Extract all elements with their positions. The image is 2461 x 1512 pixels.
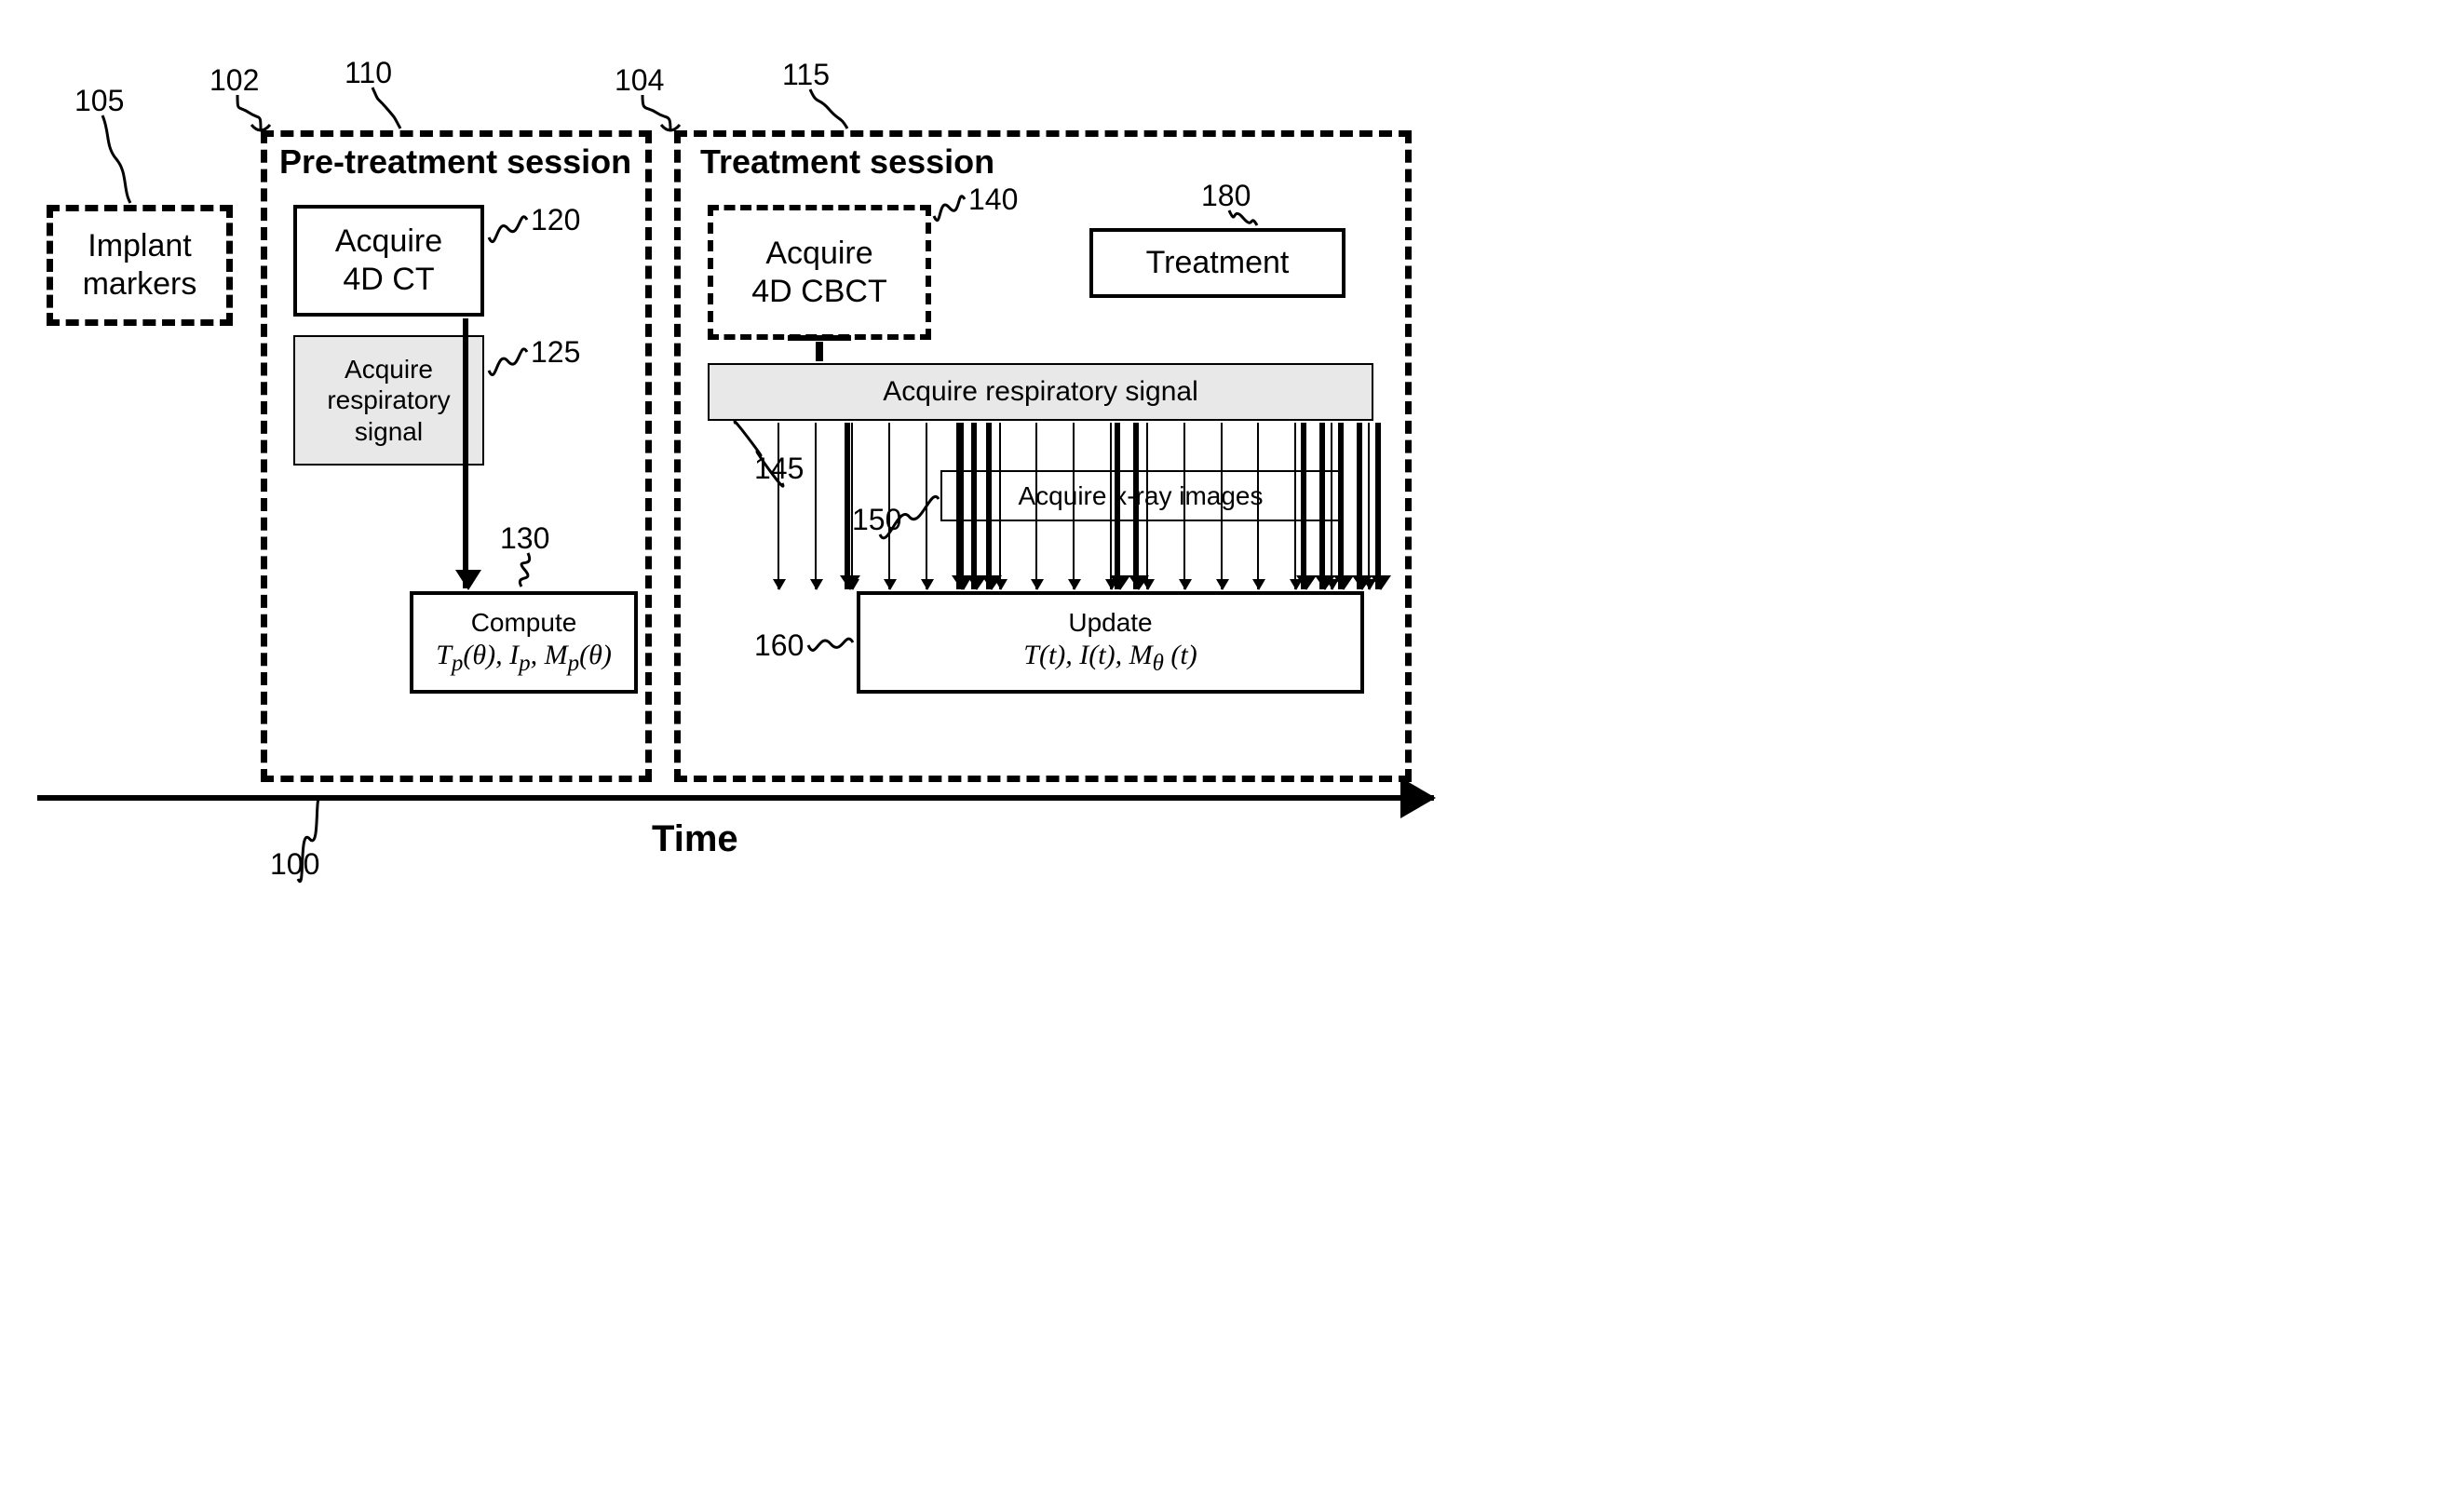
- acq4dct-line1: Acquire: [335, 223, 442, 261]
- leader-squiggle: [871, 490, 967, 562]
- thin-arrow: [1368, 423, 1370, 589]
- leader-squiggle: [289, 790, 349, 907]
- leader-squiggle: [228, 86, 289, 158]
- thin-arrow: [1183, 423, 1185, 589]
- thin-arrow: [1073, 423, 1075, 589]
- pre-down-arrow: [463, 318, 468, 588]
- bold-arrow: [1301, 423, 1306, 589]
- implant-line2: markers: [83, 265, 197, 304]
- pre-treatment-title: Pre-treatment session: [279, 142, 631, 182]
- implant-line1: Implant: [88, 227, 192, 265]
- bold-arrow: [1319, 423, 1325, 589]
- update-formula: T(t), I(t), Mθ (t): [1023, 639, 1197, 678]
- bold-arrow: [1115, 423, 1120, 589]
- leader-squiggle: [633, 86, 698, 158]
- update-box: Update T(t), I(t), Mθ (t): [857, 591, 1364, 694]
- thin-arrow: [1146, 423, 1148, 589]
- thin-arrow: [1257, 423, 1259, 589]
- leader-squiggle: [480, 343, 555, 398]
- respiratory-treat-box: Acquire respiratory signal: [708, 363, 1373, 421]
- thin-arrow: [1035, 423, 1037, 589]
- bold-arrow: [1133, 423, 1139, 589]
- acquire-4dcbct-box: Acquire 4D CBCT: [708, 205, 931, 340]
- cbct-to-resp-connector: [816, 342, 823, 361]
- leader-squiggle: [93, 106, 158, 231]
- update-l1: Update: [1068, 607, 1152, 639]
- resp-pre-l2: respiratory: [327, 385, 450, 416]
- thin-arrow: [815, 423, 817, 589]
- thin-arrow: [1331, 423, 1332, 589]
- thin-arrow: [1110, 423, 1112, 589]
- bold-arrow: [1338, 423, 1344, 589]
- leader-squiggle: [1220, 201, 1285, 253]
- treatment-box: Treatment: [1089, 228, 1345, 298]
- thin-arrow: [1294, 423, 1296, 589]
- leader-squiggle: [480, 210, 555, 265]
- xray-text: Acquire x-ray images: [1019, 480, 1264, 512]
- ref-label-160: 160: [754, 628, 804, 663]
- thin-arrow: [999, 423, 1001, 589]
- leader-squiggle: [726, 414, 810, 511]
- leader-squiggle: [925, 190, 993, 244]
- time-axis-arrowhead: [1400, 777, 1436, 818]
- leader-squiggle: [512, 544, 556, 614]
- time-caption: Time: [652, 818, 738, 860]
- time-axis-line: [37, 795, 1434, 801]
- compute-formula: Tp(θ), Ip, Mp(θ): [436, 639, 612, 678]
- leader-squiggle: [801, 80, 875, 156]
- diagram-canvas: Implant markers Pre-treatment session Ac…: [37, 37, 1434, 894]
- resp-treat-text: Acquire respiratory signal: [883, 375, 1197, 409]
- bold-arrow: [845, 423, 850, 589]
- resp-pre-l1: Acquire: [345, 354, 433, 385]
- acq4dct-line2: 4D CT: [343, 261, 434, 299]
- bold-arrow: [1375, 423, 1381, 589]
- thin-arrow: [1221, 423, 1223, 589]
- leader-squiggle: [363, 78, 428, 156]
- bold-arrow: [1357, 423, 1362, 589]
- cbct-l1: Acquire: [765, 235, 872, 273]
- bold-arrow: [971, 423, 977, 589]
- cbct-l2: 4D CBCT: [751, 273, 886, 311]
- leader-squiggle: [799, 633, 881, 673]
- bold-arrow: [986, 423, 992, 589]
- cbct-t-bar: [788, 335, 851, 341]
- acquire-4dct-box: Acquire 4D CT: [293, 205, 484, 317]
- resp-pre-l3: signal: [355, 416, 423, 448]
- respiratory-pre-box: Acquire respiratory signal: [293, 335, 484, 466]
